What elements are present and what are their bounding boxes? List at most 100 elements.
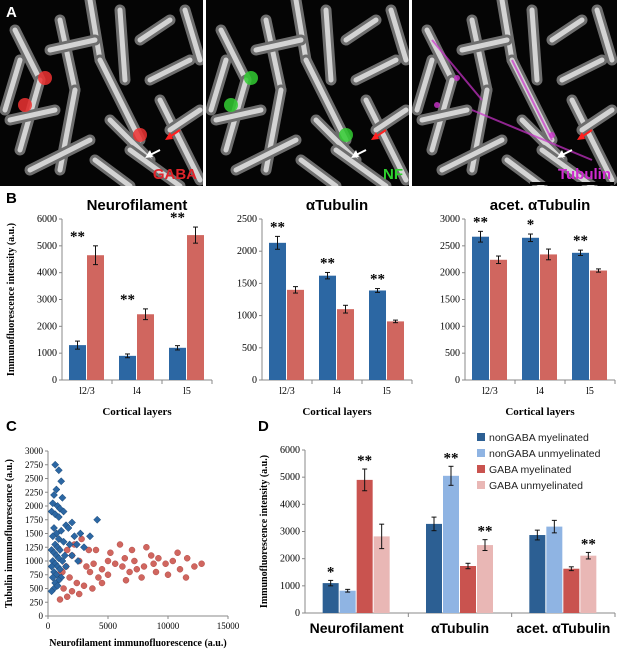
d-significance: ** bbox=[581, 536, 596, 552]
b-acet-atubulin-category-label: l4 bbox=[536, 386, 544, 397]
c-point-diamond bbox=[51, 510, 60, 519]
c-point-circle bbox=[191, 563, 198, 570]
d-legend-label: nonGABA myelinated bbox=[489, 432, 589, 444]
c-point-circle bbox=[95, 574, 102, 581]
b-neurofilament-category-label: l5 bbox=[183, 386, 191, 397]
c-point-circle bbox=[66, 574, 73, 581]
b-acet-atubulin-y-tick-label: 1000 bbox=[440, 321, 460, 332]
micrograph-nf-label: NF bbox=[383, 166, 403, 183]
d-y-tick-label: 0 bbox=[295, 608, 300, 619]
b-neurofilament-bar bbox=[87, 255, 104, 380]
b-acet-atubulin-y-tick-label: 3000 bbox=[440, 214, 460, 225]
b-neurofilament-significance: ** bbox=[120, 292, 135, 308]
b-neurofilament-title: Neurofilament bbox=[87, 197, 188, 214]
b-acet-atubulin-significance: * bbox=[527, 217, 535, 233]
d-y-tick-label: 2000 bbox=[280, 554, 300, 565]
b-neurofilament-xlabel: Cortical layers bbox=[102, 406, 172, 418]
c-y-tick-label: 250 bbox=[30, 597, 44, 607]
b-acet-atubulin-significance: ** bbox=[573, 233, 588, 249]
b-acet-atubulin-bar bbox=[490, 259, 507, 380]
c-point-circle bbox=[60, 585, 67, 592]
d-y-tick-label: 5000 bbox=[280, 472, 300, 483]
c-point-circle bbox=[169, 557, 177, 565]
c-point-circle bbox=[56, 596, 64, 603]
c-point-diamond bbox=[74, 557, 82, 565]
c-point-diamond bbox=[47, 507, 56, 516]
d-bar bbox=[529, 535, 546, 613]
c-point-circle bbox=[121, 555, 129, 562]
c-point-circle bbox=[164, 571, 172, 578]
b-acet-atubulin-bar bbox=[472, 236, 489, 380]
b-neurofilament-y-tick-label: 0 bbox=[52, 375, 57, 386]
b-atubulin-category-label: l5 bbox=[383, 386, 391, 397]
b-acet-atubulin-bar bbox=[590, 270, 607, 380]
c-point-circle bbox=[162, 560, 169, 567]
d-bar bbox=[546, 526, 563, 613]
c-point-diamond bbox=[68, 551, 76, 560]
c-point-circle bbox=[111, 560, 119, 567]
c-point-diamond bbox=[58, 493, 67, 502]
d-bar bbox=[580, 555, 597, 613]
c-y-tick-label: 1250 bbox=[25, 542, 44, 552]
d-y-tick-label: 1000 bbox=[280, 581, 300, 592]
b-neurofilament-bar bbox=[137, 314, 154, 380]
c-point-circle bbox=[98, 579, 106, 587]
c-point-diamond bbox=[54, 554, 63, 563]
c-point-diamond bbox=[59, 537, 68, 546]
c-point-diamond bbox=[50, 491, 58, 499]
b-acet-atubulin-bar bbox=[540, 254, 557, 380]
c-point-circle bbox=[89, 585, 96, 592]
panel-d-bars: 0 1000 2000 3000 4000 5000 6000 Neurofilament αT… bbox=[259, 432, 616, 636]
c-point-circle bbox=[176, 566, 184, 573]
b-atubulin-y-tick-label: 1000 bbox=[237, 311, 257, 322]
d-significance: * bbox=[327, 564, 335, 580]
d-legend-swatch bbox=[477, 465, 485, 473]
d-bar bbox=[426, 523, 442, 613]
b-neurofilament-ylabel: Immunofluorescence intensity (a.u.) bbox=[6, 223, 17, 376]
b-atubulin-bar bbox=[287, 289, 304, 380]
b-acet-atubulin-category-label: l2/3 bbox=[482, 386, 498, 397]
c-point-diamond bbox=[76, 529, 85, 538]
c-x-tick-label: 10000 bbox=[157, 621, 180, 631]
c-point-circle bbox=[183, 555, 191, 562]
d-ylabel: Immunofluorescence intensity (a.u.) bbox=[259, 455, 270, 608]
c-point-circle bbox=[138, 574, 145, 581]
b-acet-atubulin-bar bbox=[572, 252, 589, 380]
c-point-circle bbox=[86, 568, 94, 576]
b-atubulin-bar bbox=[337, 309, 354, 380]
c-point-diamond bbox=[52, 529, 61, 538]
c-point-diamond bbox=[57, 526, 66, 535]
scale-bar bbox=[530, 182, 614, 185]
c-point-diamond bbox=[48, 532, 57, 541]
d-y-tick-label: 4000 bbox=[280, 499, 300, 510]
d-bar bbox=[477, 545, 493, 613]
b-atubulin-y-tick-label: 500 bbox=[242, 343, 257, 354]
b-atubulin-significance: ** bbox=[320, 255, 335, 271]
c-point-circle bbox=[78, 535, 85, 543]
c-y-tick-label: 1500 bbox=[25, 529, 44, 539]
c-point-diamond bbox=[64, 524, 73, 532]
d-legend-swatch bbox=[477, 481, 485, 489]
c-point-circle bbox=[174, 549, 181, 556]
b-atubulin-y-tick-label: 2500 bbox=[237, 214, 257, 225]
panel-a-label: A bbox=[6, 4, 17, 21]
c-point-diamond bbox=[62, 562, 70, 571]
d-legend-swatch bbox=[477, 449, 485, 457]
c-x-tick-label: 15000 bbox=[217, 621, 240, 631]
c-point-diamond bbox=[56, 504, 64, 513]
c-point-diamond bbox=[54, 466, 63, 475]
b-atubulin-y-tick-label: 2000 bbox=[237, 246, 257, 257]
b-neurofilament-y-tick-label: 6000 bbox=[37, 214, 57, 225]
c-point-circle bbox=[140, 563, 148, 570]
micrograph-tubulin-image bbox=[412, 0, 617, 186]
d-bar bbox=[356, 479, 373, 613]
c-point-diamond bbox=[50, 524, 58, 532]
b-acet-atubulin-title: acet. αTubulin bbox=[490, 197, 591, 214]
b-atubulin-significance: ** bbox=[270, 219, 285, 235]
c-point-diamond bbox=[58, 557, 67, 565]
d-legend-label: nonGABA unmyelinated bbox=[489, 448, 601, 460]
c-point-circle bbox=[75, 590, 83, 598]
c-point-diamond bbox=[70, 532, 79, 541]
c-point-diamond bbox=[51, 460, 60, 469]
